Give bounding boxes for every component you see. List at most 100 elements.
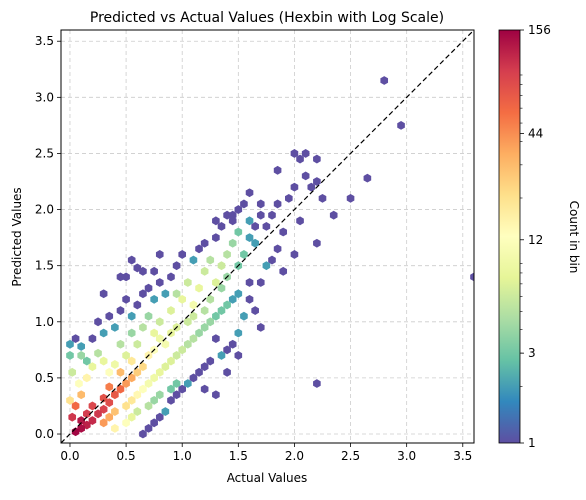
hex-bin	[133, 367, 142, 377]
hex-bin	[139, 266, 147, 276]
hex-bin	[66, 395, 74, 405]
hex-bin	[150, 395, 158, 405]
hex-bin	[285, 193, 293, 203]
hex-bin	[66, 339, 74, 349]
hex-bin	[212, 216, 220, 226]
hex-bin	[172, 351, 181, 360]
hex-bin	[200, 362, 209, 372]
x-tick-label: 0.0	[60, 449, 79, 463]
hex-bin	[88, 334, 97, 344]
hex-bin	[111, 407, 119, 416]
hex-bin	[178, 250, 187, 259]
hex-bin	[301, 171, 310, 181]
x-tick-label: 0.5	[117, 449, 136, 463]
hex-bin	[99, 289, 108, 299]
hex-bin	[251, 306, 259, 315]
y-tick-label: 0.0	[35, 427, 54, 441]
hex-bin	[189, 311, 198, 321]
hex-bin	[217, 222, 226, 231]
x-tick-label: 3.5	[453, 449, 472, 463]
hex-bin	[83, 409, 91, 419]
hex-bin	[290, 182, 299, 192]
hex-bin	[184, 339, 192, 349]
hex-bin	[94, 409, 102, 419]
x-tick-label: 3.0	[397, 449, 416, 463]
hex-bin	[212, 311, 220, 321]
hex-bin	[133, 407, 142, 416]
x-tick-label: 1.5	[229, 449, 248, 463]
y-tick-label: 2.5	[35, 146, 54, 160]
hex-bin	[313, 154, 321, 164]
hex-bin	[228, 210, 237, 220]
hex-bin	[178, 294, 187, 304]
hex-bin	[127, 311, 136, 321]
colorbar	[498, 29, 521, 444]
hex-bin	[290, 250, 299, 259]
hex-bin	[99, 393, 108, 403]
hex-bin	[245, 278, 254, 287]
hex-bin	[256, 323, 265, 332]
hex-bin	[127, 356, 136, 366]
hex-bin	[245, 294, 254, 304]
hex-bin	[155, 334, 164, 344]
hex-bin	[206, 317, 215, 327]
hex-bin	[245, 233, 254, 243]
colorbar-tick-label: 12	[528, 233, 543, 247]
hexbin-cells	[66, 76, 474, 439]
hex-bin	[144, 401, 153, 411]
hex-bin	[122, 351, 130, 360]
hex-bin	[105, 398, 114, 407]
hex-bin	[122, 272, 130, 282]
hex-bin	[223, 300, 231, 310]
hex-bin	[217, 351, 226, 360]
hex-bin	[105, 382, 114, 392]
hex-bin	[99, 356, 108, 366]
hex-bin	[167, 384, 175, 394]
hex-bin	[217, 306, 226, 315]
hex-bin	[195, 244, 203, 254]
y-tick-label: 0.5	[35, 371, 54, 385]
colorbar-tick-label: 44	[528, 127, 543, 141]
hex-bin	[167, 395, 175, 405]
hex-bin	[139, 323, 147, 332]
colorbar-label: Count in bin	[567, 201, 581, 274]
colorbar-tick-label: 1	[528, 436, 536, 450]
hex-bin	[139, 289, 147, 299]
hex-bin	[94, 348, 102, 358]
hex-bin	[189, 300, 198, 310]
hex-bin	[245, 188, 254, 198]
hex-bin	[228, 339, 237, 349]
hex-bin	[116, 384, 125, 394]
hex-bin	[88, 416, 97, 425]
hex-bin	[105, 367, 114, 377]
hex-bin	[217, 261, 226, 271]
hex-bin	[105, 311, 114, 321]
hex-bin	[240, 199, 248, 209]
hex-bin	[122, 418, 130, 428]
hex-bin	[346, 193, 355, 203]
hex-bin	[200, 266, 209, 276]
hex-bin	[234, 289, 243, 299]
hex-bin	[94, 317, 102, 327]
hex-bin	[71, 401, 80, 411]
x-axis-label: Actual Values	[227, 471, 308, 485]
hex-bin	[133, 300, 142, 310]
hex-bin	[296, 154, 304, 164]
hex-bin	[122, 294, 130, 304]
hex-bin	[155, 278, 164, 287]
y-tick-label: 1.5	[35, 259, 54, 273]
hex-bin	[212, 390, 220, 400]
hex-bin	[212, 278, 220, 287]
hex-bin	[200, 323, 209, 332]
hex-bin	[223, 345, 231, 355]
grid-lines	[61, 30, 474, 443]
hex-bin	[240, 311, 248, 321]
hex-bin	[172, 289, 181, 299]
y-tick-label: 3.5	[35, 34, 54, 48]
hex-bin	[228, 216, 237, 226]
hex-bin	[256, 278, 265, 287]
hex-bin	[363, 173, 372, 183]
chart-title: Predicted vs Actual Values (Hexbin with …	[90, 10, 444, 26]
hex-bin	[122, 401, 130, 411]
hex-bin	[268, 210, 276, 220]
